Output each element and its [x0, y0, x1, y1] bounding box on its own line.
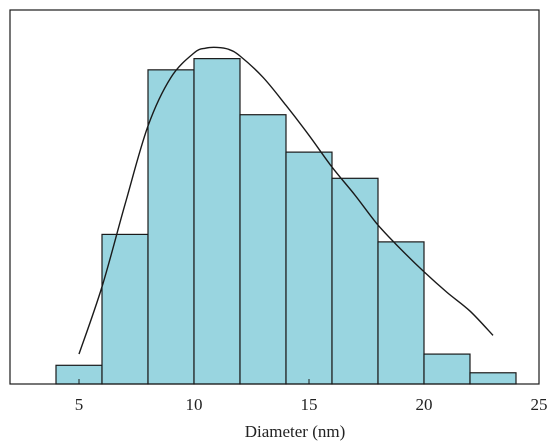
bars-group	[55, 58, 517, 385]
histogram-bar-5	[285, 151, 333, 385]
histogram-bar-1	[101, 233, 149, 385]
histogram-bar-7	[377, 241, 425, 385]
fit-curve-group	[78, 46, 494, 355]
histogram-bar-9	[469, 372, 517, 385]
x-axis-title: Diameter (nm)	[245, 422, 346, 441]
histogram-bar-3	[193, 58, 241, 385]
x-axis-tick-labels: 5 10 15 20 25	[75, 395, 548, 414]
x-tick-label-3: 20	[416, 395, 433, 414]
plot-frame	[9, 9, 540, 385]
x-tick-label-1: 10	[186, 395, 203, 414]
x-tick-label-2: 15	[301, 395, 318, 414]
fit-curve-line	[78, 46, 494, 355]
x-tick-label-0: 5	[75, 395, 84, 414]
x-axis-ticks	[78, 379, 540, 384]
x-tick-label-4: 25	[531, 395, 548, 414]
histogram-bar-8	[423, 353, 471, 385]
histogram-bar-4	[239, 114, 287, 385]
histogram-bar-6	[331, 177, 379, 385]
histogram-bar-2	[147, 69, 195, 385]
